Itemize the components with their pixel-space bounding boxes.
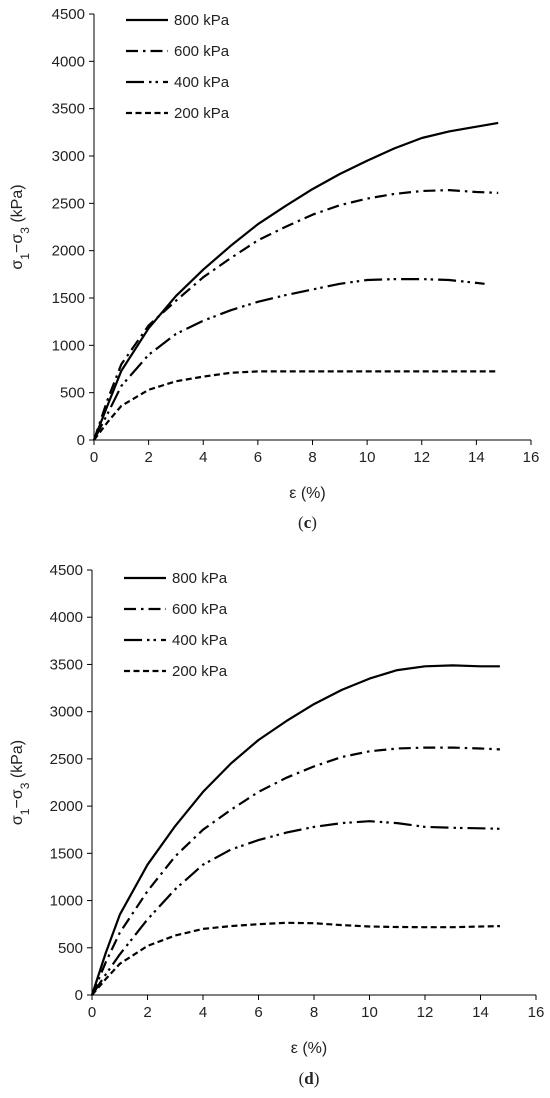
y-axis-title: σ1−σ3 (kPa) [9, 184, 32, 269]
x-tick-label: 6 [254, 1004, 262, 1021]
series-line-800-kpa [92, 121, 499, 441]
y-tick-label: 0 [75, 987, 83, 1004]
y-tick-label: 500 [58, 940, 83, 957]
series-line-600-kpa [92, 189, 499, 441]
y-tick-label: 4000 [50, 609, 83, 626]
y-tick-label: 1500 [52, 290, 85, 307]
y-tick-label: 4000 [52, 53, 85, 70]
y-tick-label: 1000 [52, 337, 85, 354]
y-tick-label: 500 [60, 385, 85, 402]
x-tick-label: 14 [472, 1004, 489, 1021]
legend-label: 400 kPa [172, 632, 228, 649]
y-tick-label: 3500 [50, 656, 83, 673]
y-tick-label: 3500 [52, 101, 85, 118]
series-line-800-kpa [90, 664, 500, 996]
y-tick-label: 4500 [52, 6, 85, 23]
legend-label: 400 kPa [174, 74, 230, 91]
chart-panel-c: 0 500 1000 1500 2000 2500 3000 3500 4000 4500 0 2 4 6… [9, 6, 539, 532]
y-tick-label: 2500 [52, 195, 85, 212]
y-axis-title: σ1−σ3 (kPa) [9, 740, 32, 825]
x-tick-label: 12 [417, 1004, 434, 1021]
panel-label: (c) [298, 513, 317, 532]
x-tick-label: 12 [413, 449, 430, 466]
chart-panel-d: 0 500 1000 1500 2000 2500 3000 3500 4000 4500 0 2 4 6… [9, 562, 544, 1088]
legend-label: 200 kPa [172, 663, 228, 680]
y-tick-label: 3000 [52, 148, 85, 165]
x-axis-title: ε (%) [291, 1040, 327, 1057]
x-tick-label: 8 [310, 1004, 318, 1021]
x-tick-label: 10 [361, 1004, 378, 1021]
legend-label: 200 kPa [174, 105, 230, 122]
x-tick-label: 2 [143, 1004, 151, 1021]
legend-label: 800 kPa [172, 570, 228, 587]
x-tick-label: 10 [359, 449, 376, 466]
series-line-200-kpa [93, 370, 499, 441]
x-tick-label: 4 [199, 1004, 207, 1021]
y-tick-label: 4500 [50, 562, 83, 579]
y-tick-label: 1000 [50, 893, 83, 910]
legend-label: 600 kPa [174, 43, 230, 60]
panel-label: (d) [299, 1069, 320, 1088]
y-tick-label: 3000 [50, 704, 83, 721]
x-tick-label: 2 [144, 449, 152, 466]
x-tick-label: 6 [254, 449, 262, 466]
x-tick-label: 0 [88, 1004, 96, 1021]
series-line-200-kpa [91, 921, 500, 996]
series-line-400-kpa [91, 820, 500, 996]
x-tick-label: 8 [308, 449, 316, 466]
series-line-600-kpa [90, 746, 500, 996]
x-axis-title: ε (%) [289, 485, 325, 502]
y-tick-label: 2000 [50, 798, 83, 815]
series-line-400-kpa [93, 278, 485, 441]
y-tick-label: 0 [77, 432, 85, 449]
y-tick-label: 1500 [50, 845, 83, 862]
x-tick-label: 16 [523, 449, 540, 466]
x-tick-label: 14 [468, 449, 485, 466]
legend-label: 600 kPa [172, 601, 228, 618]
y-tick-label: 2500 [50, 751, 83, 768]
legend-label: 800 kPa [174, 12, 230, 29]
x-tick-label: 16 [528, 1004, 545, 1021]
x-tick-label: 0 [90, 449, 98, 466]
x-tick-label: 4 [199, 449, 207, 466]
y-tick-label: 2000 [52, 243, 85, 260]
